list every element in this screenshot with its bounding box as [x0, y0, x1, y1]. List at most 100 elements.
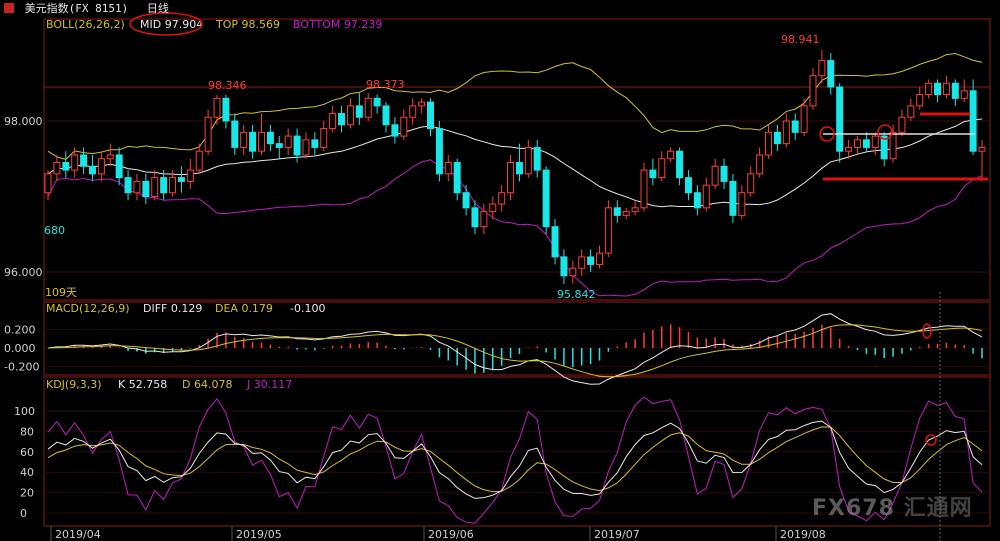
candle-body	[302, 139, 310, 156]
candle-body	[756, 154, 764, 175]
kdj-d-line	[47, 426, 983, 493]
candle-body	[524, 146, 532, 175]
kdj-y-tick-label: 80	[20, 425, 34, 438]
price-y-tick-label: 96.000	[4, 266, 43, 279]
annotation-circle	[877, 124, 893, 140]
x-tick-label: 2019/04	[55, 528, 101, 541]
kdj-y-tick-label: 20	[20, 487, 34, 500]
candle-body	[329, 112, 337, 130]
candle-body	[702, 184, 710, 209]
candle-body	[818, 60, 826, 77]
candle-body	[471, 207, 479, 228]
period-selector[interactable]: 日线	[146, 2, 169, 15]
candle-body	[240, 131, 248, 148]
candle-body	[186, 169, 194, 182]
macd-dea-line	[47, 324, 983, 378]
candle-body	[765, 131, 773, 156]
candle-body	[871, 135, 879, 148]
candle-body	[444, 162, 452, 175]
candle-body	[106, 154, 114, 160]
candle-body	[969, 90, 977, 152]
candle-body	[507, 162, 515, 194]
macd-header-diff: DIFF 0.129	[143, 302, 202, 315]
candle-body	[569, 267, 577, 277]
candle-body	[853, 139, 861, 148]
candle-body	[44, 173, 52, 194]
candle-body	[658, 158, 666, 179]
kdj-y-tick-label: 60	[20, 446, 34, 459]
watermark-cn: 汇通网	[903, 496, 973, 521]
annotation-high-1: 98.346	[208, 79, 247, 92]
annotation-left-value: 680	[44, 224, 65, 237]
candle-body	[418, 101, 426, 107]
mid-highlight-ellipse	[129, 12, 203, 36]
candle-body	[293, 135, 301, 156]
instrument-title: 美元指数(FX 8151)	[24, 2, 129, 15]
kdj-header-j: J 30.117	[246, 378, 292, 391]
candle-body	[951, 82, 959, 99]
candle-body	[320, 128, 328, 148]
candle-body	[978, 146, 986, 152]
candle-body	[560, 256, 568, 277]
candle-body	[791, 120, 799, 133]
annotation-high-3: 98.941	[781, 33, 820, 46]
candle-body	[907, 105, 915, 118]
macd-panel-frame	[43, 301, 991, 376]
candle-body	[160, 177, 168, 194]
candle-body	[284, 135, 292, 148]
candle-body	[498, 192, 506, 205]
candle-body	[720, 165, 728, 182]
candle-body	[480, 211, 488, 228]
candle-body	[97, 158, 105, 175]
candle-body	[596, 252, 604, 265]
annotation-days: 109天	[45, 286, 77, 299]
candle-body	[257, 131, 265, 152]
candle-body	[177, 177, 185, 182]
macd-diff-line	[47, 313, 983, 385]
candle-body	[604, 207, 612, 254]
candle-body	[151, 177, 159, 197]
candle-body	[578, 256, 586, 269]
candle-body	[462, 192, 470, 209]
candle-body	[684, 177, 692, 194]
boll-header-top: TOP 98.569	[215, 18, 280, 31]
candle-body	[942, 82, 950, 96]
candle-body	[133, 180, 141, 194]
annotation-circle	[819, 126, 835, 142]
price-panel-frame	[43, 18, 991, 301]
candle-body	[338, 112, 346, 126]
macd-highlight-ellipse	[922, 323, 932, 339]
candle-body	[373, 97, 381, 107]
boll-top-line	[47, 52, 983, 160]
candle-body	[355, 105, 363, 118]
candle-body	[71, 154, 79, 171]
boll-header-name: BOLL(26,26,2)	[46, 18, 125, 31]
kdj-y-tick-label: 40	[20, 466, 34, 479]
candle-body	[222, 97, 230, 122]
candle-body	[489, 203, 497, 213]
candle-body	[551, 226, 559, 258]
candle-body	[195, 150, 203, 171]
candle-body	[213, 97, 221, 118]
candle-body	[667, 150, 675, 160]
candle-body	[435, 128, 443, 175]
candle-body	[693, 192, 701, 209]
candle-body	[88, 165, 96, 175]
watermark-fx: FX678	[812, 496, 895, 521]
window-title-bar: 美元指数(FX 8151) 日线	[0, 0, 1000, 18]
candle-body	[400, 116, 408, 137]
price-y-tick-label: 98.000	[4, 115, 43, 128]
macd-y-tick-label: -0.200	[4, 360, 39, 373]
kdj-header-k: K 52.758	[118, 378, 167, 391]
candle-body	[142, 180, 150, 197]
candle-body	[622, 211, 630, 216]
candle-body	[409, 105, 417, 118]
kdj-y-tick-label: 100	[14, 405, 35, 418]
candle-body	[925, 82, 933, 96]
macd-header-value: -0.100	[290, 302, 325, 315]
candle-body	[346, 105, 354, 126]
candle-body	[649, 169, 657, 179]
kdj-j-line	[47, 396, 983, 524]
candle-body	[827, 60, 835, 88]
